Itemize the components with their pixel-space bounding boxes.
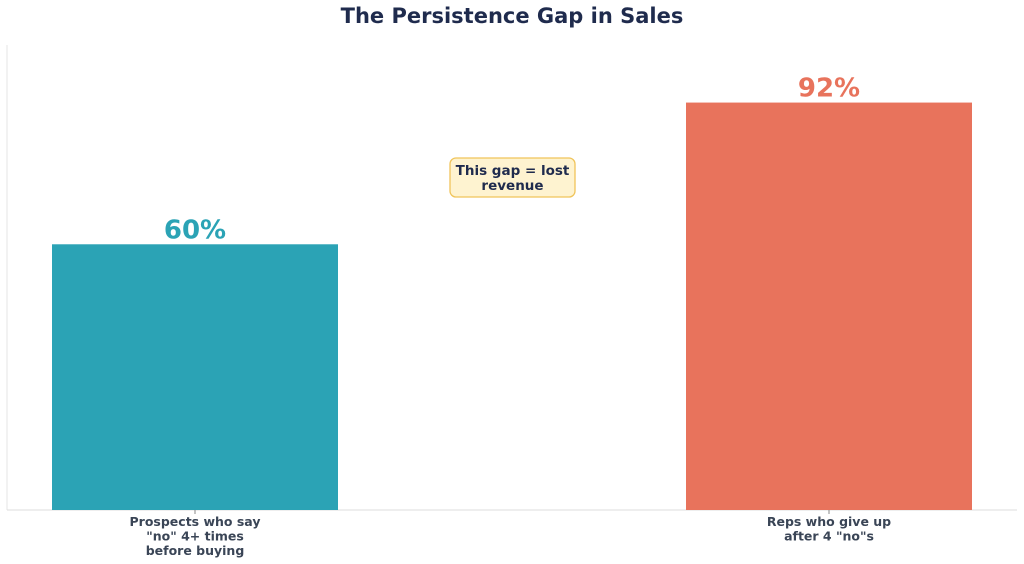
chart-title: The Persistence Gap in Sales: [341, 4, 684, 28]
annotation-group: This gap = lost revenue: [449, 157, 576, 198]
data-label-1: 60%: [164, 215, 226, 245]
bars-group: 60% Prospects who say "no" 4+ times before …: [52, 74, 972, 558]
annotation-box: [449, 157, 576, 198]
annotation-text: This gap = lost revenue: [456, 163, 570, 194]
data-label-2: 92%: [798, 74, 860, 104]
x-tick-label-1: Prospects who say "no" 4+ times before buy…: [130, 514, 261, 558]
plot-area: 60% Prospects who say "no" 4+ times before …: [6, 45, 1017, 558]
bar-1: [52, 244, 338, 511]
x-tick-label-2: Reps who give up after 4 "no"s: [767, 514, 891, 544]
bar-2: [686, 102, 972, 511]
